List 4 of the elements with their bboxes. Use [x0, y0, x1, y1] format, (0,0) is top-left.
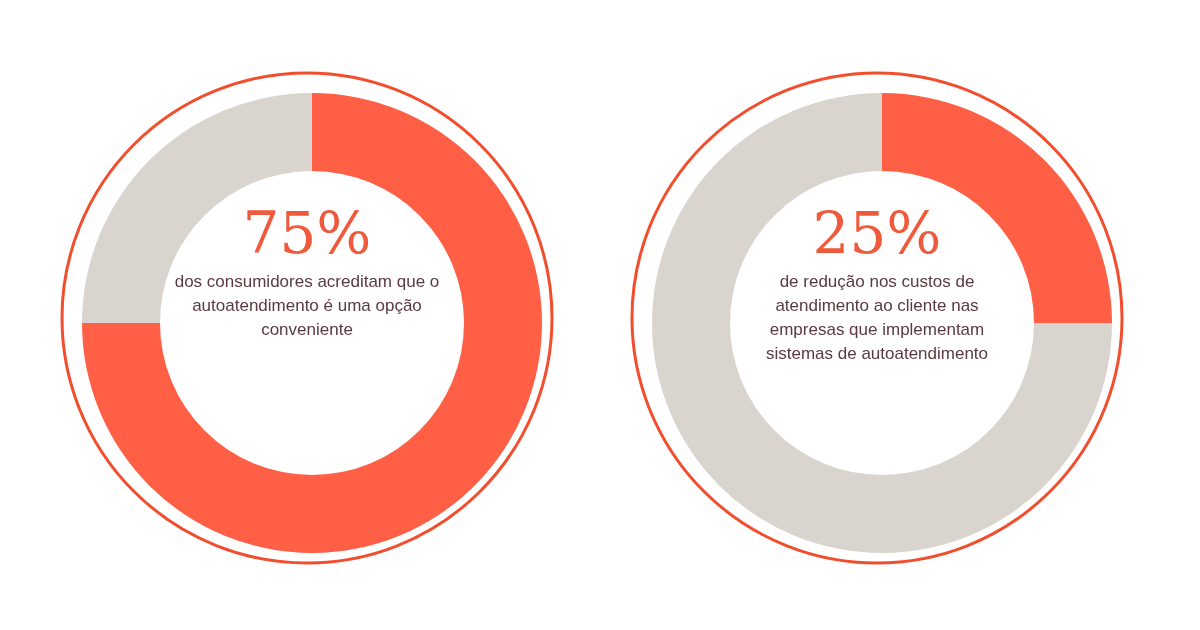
text: dos consumidores acreditam que o autoatendimento é uma opção conveniente [173, 271, 441, 341]
data-label: 75% [241, 199, 373, 267]
text: de redução nos custos de atendimento ao cliente nas empresas que implementam sistemas de autoatendimento [764, 271, 990, 365]
data-label: 25% [811, 199, 943, 267]
